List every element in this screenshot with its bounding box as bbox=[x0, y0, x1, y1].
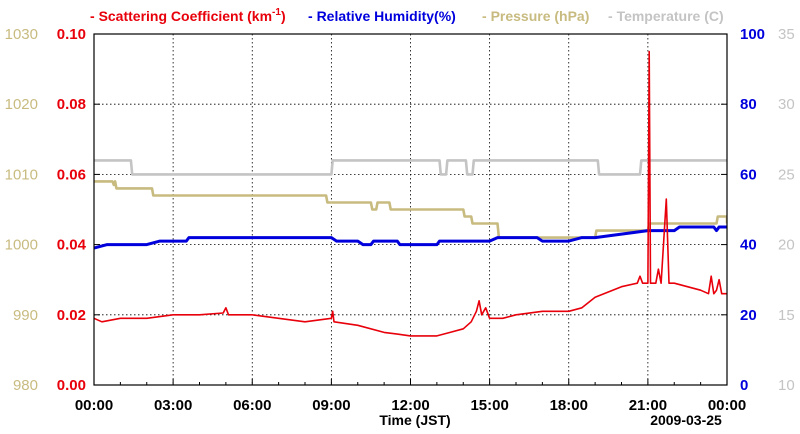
temperature-tick-label: 15 bbox=[778, 307, 795, 324]
pressure-tick-label: 980 bbox=[13, 377, 38, 394]
humidity-tick-label: 80 bbox=[740, 96, 757, 113]
legend-temperature-dash: - bbox=[608, 8, 613, 24]
pressure-tick-label: 1020 bbox=[5, 96, 38, 113]
temperature-tick-label: 20 bbox=[778, 237, 795, 254]
x-tick-label: 03:00 bbox=[154, 397, 192, 414]
pressure-tick-label: 1030 bbox=[5, 26, 38, 43]
legend-temperature: - Temperature (C) bbox=[608, 8, 724, 24]
pressure-series-line bbox=[94, 180, 727, 239]
temperature-series-line bbox=[94, 159, 727, 176]
axis-labels: 00:00 03:00 06:00 09:00 12:00 15:00 18:00 21:00… bbox=[5, 26, 795, 414]
legend-scattering-dash: - bbox=[90, 8, 95, 24]
humidity-series-line bbox=[94, 225, 727, 250]
legend-humidity: - Relative Humidity(%) bbox=[308, 8, 456, 24]
scattering-tick-label: 0.04 bbox=[57, 237, 87, 254]
legend-humidity-dash: - bbox=[308, 8, 313, 24]
humidity-tick-label: 100 bbox=[740, 26, 765, 43]
legend: - Scattering Coefficient (km-1) - Relati… bbox=[90, 7, 724, 24]
x-tick-label: 12:00 bbox=[391, 397, 429, 414]
legend-scattering-close: ) bbox=[281, 8, 286, 24]
plot-frame bbox=[93, 33, 728, 386]
legend-temperature-label: Temperature (C) bbox=[617, 8, 724, 24]
scattering-tick-label: 0.00 bbox=[57, 377, 86, 394]
x-axis-title: Time (JST) bbox=[379, 412, 450, 428]
humidity-tick-label: 40 bbox=[740, 237, 757, 254]
legend-humidity-label: Relative Humidity(%) bbox=[317, 8, 456, 24]
temperature-tick-label: 35 bbox=[778, 26, 795, 43]
x-tick-label: 21:00 bbox=[629, 397, 667, 414]
x-tick-label: 06:00 bbox=[233, 397, 271, 414]
x-tick-label: 09:00 bbox=[312, 397, 350, 414]
legend-scattering-sup: -1 bbox=[272, 7, 281, 18]
x-tick-label: 18:00 bbox=[550, 397, 588, 414]
pressure-tick-label: 990 bbox=[13, 307, 38, 324]
scattering-series-line bbox=[94, 50, 727, 337]
scattering-tick-label: 0.08 bbox=[57, 96, 86, 113]
pressure-tick-label: 1010 bbox=[5, 166, 38, 183]
humidity-tick-label: 60 bbox=[740, 166, 757, 183]
pressure-tick-label: 1000 bbox=[5, 237, 38, 254]
series bbox=[94, 50, 727, 337]
scattering-tick-label: 0.02 bbox=[57, 307, 86, 324]
legend-pressure-dash: - bbox=[482, 8, 487, 24]
legend-pressure-label: Pressure (hPa) bbox=[491, 8, 590, 24]
legend-pressure: - Pressure (hPa) bbox=[482, 8, 589, 24]
temperature-tick-label: 10 bbox=[778, 377, 795, 394]
temperature-tick-label: 30 bbox=[778, 96, 795, 113]
x-tick-label: 00:00 bbox=[75, 397, 113, 414]
x-tick-label: 00:00 bbox=[708, 397, 746, 414]
date-label: 2009-03-25 bbox=[650, 412, 722, 428]
legend-scattering-label: Scattering Coefficient (km bbox=[99, 8, 272, 24]
temperature-tick-label: 25 bbox=[778, 166, 795, 183]
legend-scattering: - Scattering Coefficient (km-1) bbox=[90, 7, 286, 24]
x-tick-label: 15:00 bbox=[470, 397, 508, 414]
scattering-tick-label: 0.10 bbox=[57, 26, 86, 43]
humidity-tick-label: 0 bbox=[740, 377, 748, 394]
scattering-tick-label: 0.06 bbox=[57, 166, 86, 183]
humidity-tick-label: 20 bbox=[740, 307, 757, 324]
